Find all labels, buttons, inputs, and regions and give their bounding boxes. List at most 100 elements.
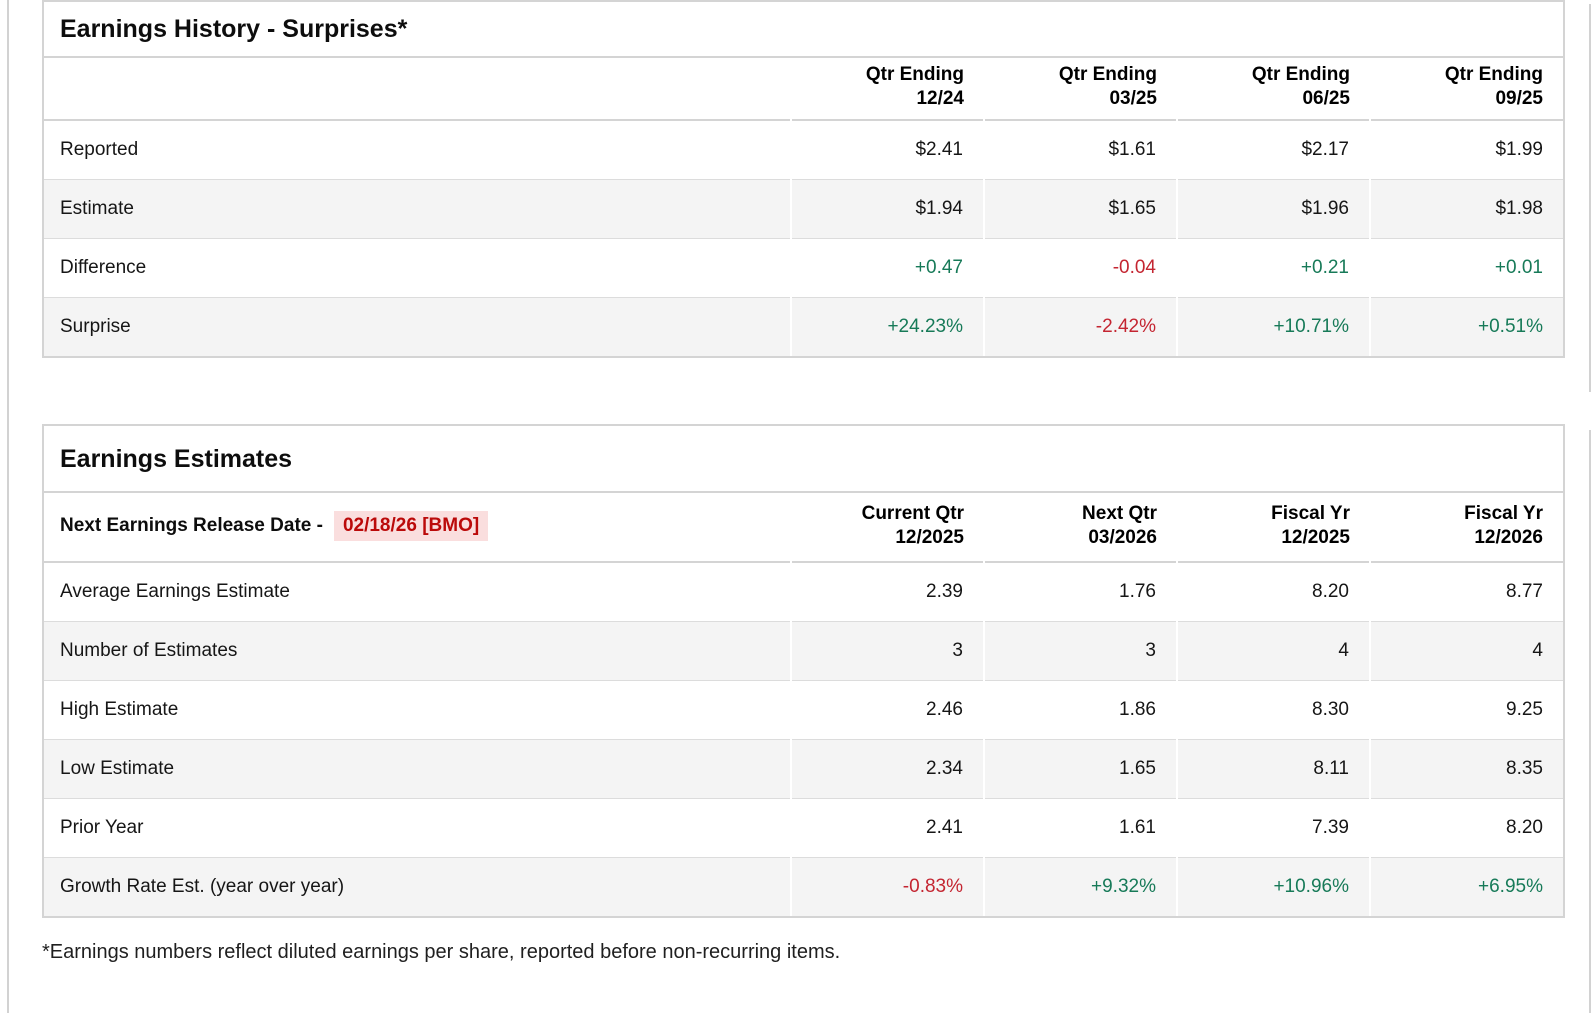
cell-value: $1.96 bbox=[1176, 179, 1370, 238]
footnote: *Earnings numbers reflect diluted earnin… bbox=[42, 941, 841, 963]
history-header-blank bbox=[44, 58, 791, 120]
cell-value: 8.20 bbox=[1369, 798, 1563, 857]
row-label: Estimate bbox=[60, 197, 134, 219]
cell-value: 8.20 bbox=[1176, 562, 1370, 621]
column-header-current-qtr: Current Qtr 12/2025 bbox=[791, 493, 984, 562]
cell-value: -2.42% bbox=[983, 297, 1177, 356]
table-row-surprise: Surprise +24.23% -2.42% +10.71% +0.51% bbox=[44, 297, 1563, 356]
cell-value: 2.41 bbox=[790, 798, 984, 857]
cell-value: $1.65 bbox=[983, 179, 1177, 238]
cell-value: +0.51% bbox=[1369, 297, 1563, 356]
cell-value: +10.96% bbox=[1176, 857, 1370, 916]
column-header-qtr-0925: Qtr Ending 09/25 bbox=[1370, 58, 1563, 120]
table-row-average-estimate: Average Earnings Estimate 2.39 1.76 8.20… bbox=[44, 562, 1563, 621]
row-label: Reported bbox=[60, 138, 139, 160]
column-header-line2: 12/2025 bbox=[895, 527, 964, 548]
column-header-line2: 12/24 bbox=[916, 88, 964, 109]
table-row-number-of-estimates: Number of Estimates 3 3 4 4 bbox=[44, 621, 1563, 680]
column-header-line2: 09/25 bbox=[1495, 88, 1543, 109]
column-header-fiscal-yr-2026: Fiscal Yr 12/2026 bbox=[1370, 493, 1563, 562]
table-row-low-estimate: Low Estimate 2.34 1.65 8.11 8.35 bbox=[44, 739, 1563, 798]
cell-value: 2.34 bbox=[790, 739, 984, 798]
row-label: High Estimate bbox=[60, 698, 179, 720]
row-label: Prior Year bbox=[60, 816, 144, 838]
cell-value: 3 bbox=[983, 621, 1177, 680]
next-earnings-release: Next Earnings Release Date - 02/18/26 [BM… bbox=[44, 493, 791, 562]
cell-value: -0.04 bbox=[983, 238, 1177, 297]
cell-value: 7.39 bbox=[1176, 798, 1370, 857]
column-header-line2: 12/2025 bbox=[1281, 527, 1350, 548]
row-label: Number of Estimates bbox=[60, 639, 238, 661]
cell-value: 8.30 bbox=[1176, 680, 1370, 739]
cell-value: 1.86 bbox=[983, 680, 1177, 739]
cell-value: $1.98 bbox=[1369, 179, 1563, 238]
row-label: Low Estimate bbox=[60, 757, 175, 779]
cell-value: 2.39 bbox=[790, 562, 984, 621]
column-header-line1: Current Qtr bbox=[861, 503, 964, 524]
cell-value: 3 bbox=[790, 621, 984, 680]
earnings-history-table: Qtr Ending 12/24 Qtr Ending 03/25 Qtr En… bbox=[44, 58, 1563, 356]
earnings-estimates-panel: Earnings Estimates Next Earnings Release… bbox=[42, 424, 1565, 918]
column-header-line1: Next Qtr bbox=[1082, 503, 1157, 524]
cell-value: -0.83% bbox=[790, 857, 984, 916]
earnings-history-title: Earnings History - Surprises* bbox=[44, 2, 1563, 58]
column-header-fiscal-yr-2025: Fiscal Yr 12/2025 bbox=[1177, 493, 1370, 562]
cell-value: $1.94 bbox=[790, 179, 984, 238]
table-row-prior-year: Prior Year 2.41 1.61 7.39 8.20 bbox=[44, 798, 1563, 857]
column-header-line1: Qtr Ending bbox=[865, 64, 964, 85]
right-edge-rule-bottom bbox=[1589, 430, 1591, 1013]
cell-value: 2.46 bbox=[790, 680, 984, 739]
cell-value: +6.95% bbox=[1369, 857, 1563, 916]
cell-value: 1.76 bbox=[983, 562, 1177, 621]
row-label: Growth Rate Est. (year over year) bbox=[60, 875, 345, 897]
cell-value: $2.41 bbox=[790, 120, 984, 179]
cell-value: 9.25 bbox=[1369, 680, 1563, 739]
column-header-qtr-0625: Qtr Ending 06/25 bbox=[1177, 58, 1370, 120]
history-header-row: Qtr Ending 12/24 Qtr Ending 03/25 Qtr En… bbox=[44, 58, 1563, 120]
table-row-estimate: Estimate $1.94 $1.65 $1.96 $1.98 bbox=[44, 179, 1563, 238]
column-header-line2: 12/2026 bbox=[1474, 527, 1543, 548]
column-header-line2: 06/25 bbox=[1302, 88, 1350, 109]
column-header-line1: Qtr Ending bbox=[1251, 64, 1350, 85]
table-row-difference: Difference +0.47 -0.04 +0.21 +0.01 bbox=[44, 238, 1563, 297]
column-header-line2: 03/25 bbox=[1109, 88, 1157, 109]
release-date-badge: 02/18/26 [BMO] bbox=[333, 511, 489, 541]
left-edge-rule bbox=[7, 0, 9, 1013]
column-header-qtr-1224: Qtr Ending 12/24 bbox=[791, 58, 984, 120]
cell-value: +0.01 bbox=[1369, 238, 1563, 297]
column-header-next-qtr: Next Qtr 03/2026 bbox=[984, 493, 1177, 562]
right-edge-rule-top bbox=[1589, 4, 1591, 392]
column-header-line2: 03/2026 bbox=[1088, 527, 1157, 548]
cell-value: 1.61 bbox=[983, 798, 1177, 857]
cell-value: $1.99 bbox=[1369, 120, 1563, 179]
cell-value: 4 bbox=[1176, 621, 1370, 680]
cell-value: 4 bbox=[1369, 621, 1563, 680]
row-label: Difference bbox=[60, 256, 147, 278]
cell-value: +0.47 bbox=[790, 238, 984, 297]
column-header-line1: Fiscal Yr bbox=[1464, 503, 1543, 524]
cell-value: $1.61 bbox=[983, 120, 1177, 179]
row-label: Average Earnings Estimate bbox=[60, 580, 290, 602]
column-header-line1: Qtr Ending bbox=[1058, 64, 1157, 85]
earnings-history-panel: Earnings History - Surprises* Qtr Ending… bbox=[42, 0, 1565, 358]
earnings-estimates-table: Next Earnings Release Date - 02/18/26 [BM… bbox=[44, 493, 1563, 916]
table-row-growth-rate: Growth Rate Est. (year over year) -0.83%… bbox=[44, 857, 1563, 916]
column-header-line1: Qtr Ending bbox=[1444, 64, 1543, 85]
table-row-reported: Reported $2.41 $1.61 $2.17 $1.99 bbox=[44, 120, 1563, 179]
earnings-estimates-title: Earnings Estimates bbox=[44, 426, 1563, 493]
cell-value: +9.32% bbox=[983, 857, 1177, 916]
cell-value: +0.21 bbox=[1176, 238, 1370, 297]
cell-value: +10.71% bbox=[1176, 297, 1370, 356]
cell-value: 8.11 bbox=[1176, 739, 1370, 798]
estimates-header-row: Next Earnings Release Date - 02/18/26 [BM… bbox=[44, 493, 1563, 562]
row-label: Surprise bbox=[60, 315, 131, 337]
cell-value: 8.35 bbox=[1369, 739, 1563, 798]
cell-value: 1.65 bbox=[983, 739, 1177, 798]
cell-value: +24.23% bbox=[790, 297, 984, 356]
cell-value: 8.77 bbox=[1369, 562, 1563, 621]
column-header-qtr-0325: Qtr Ending 03/25 bbox=[984, 58, 1177, 120]
cell-value: $2.17 bbox=[1176, 120, 1370, 179]
column-header-line1: Fiscal Yr bbox=[1271, 503, 1350, 524]
table-row-high-estimate: High Estimate 2.46 1.86 8.30 9.25 bbox=[44, 680, 1563, 739]
